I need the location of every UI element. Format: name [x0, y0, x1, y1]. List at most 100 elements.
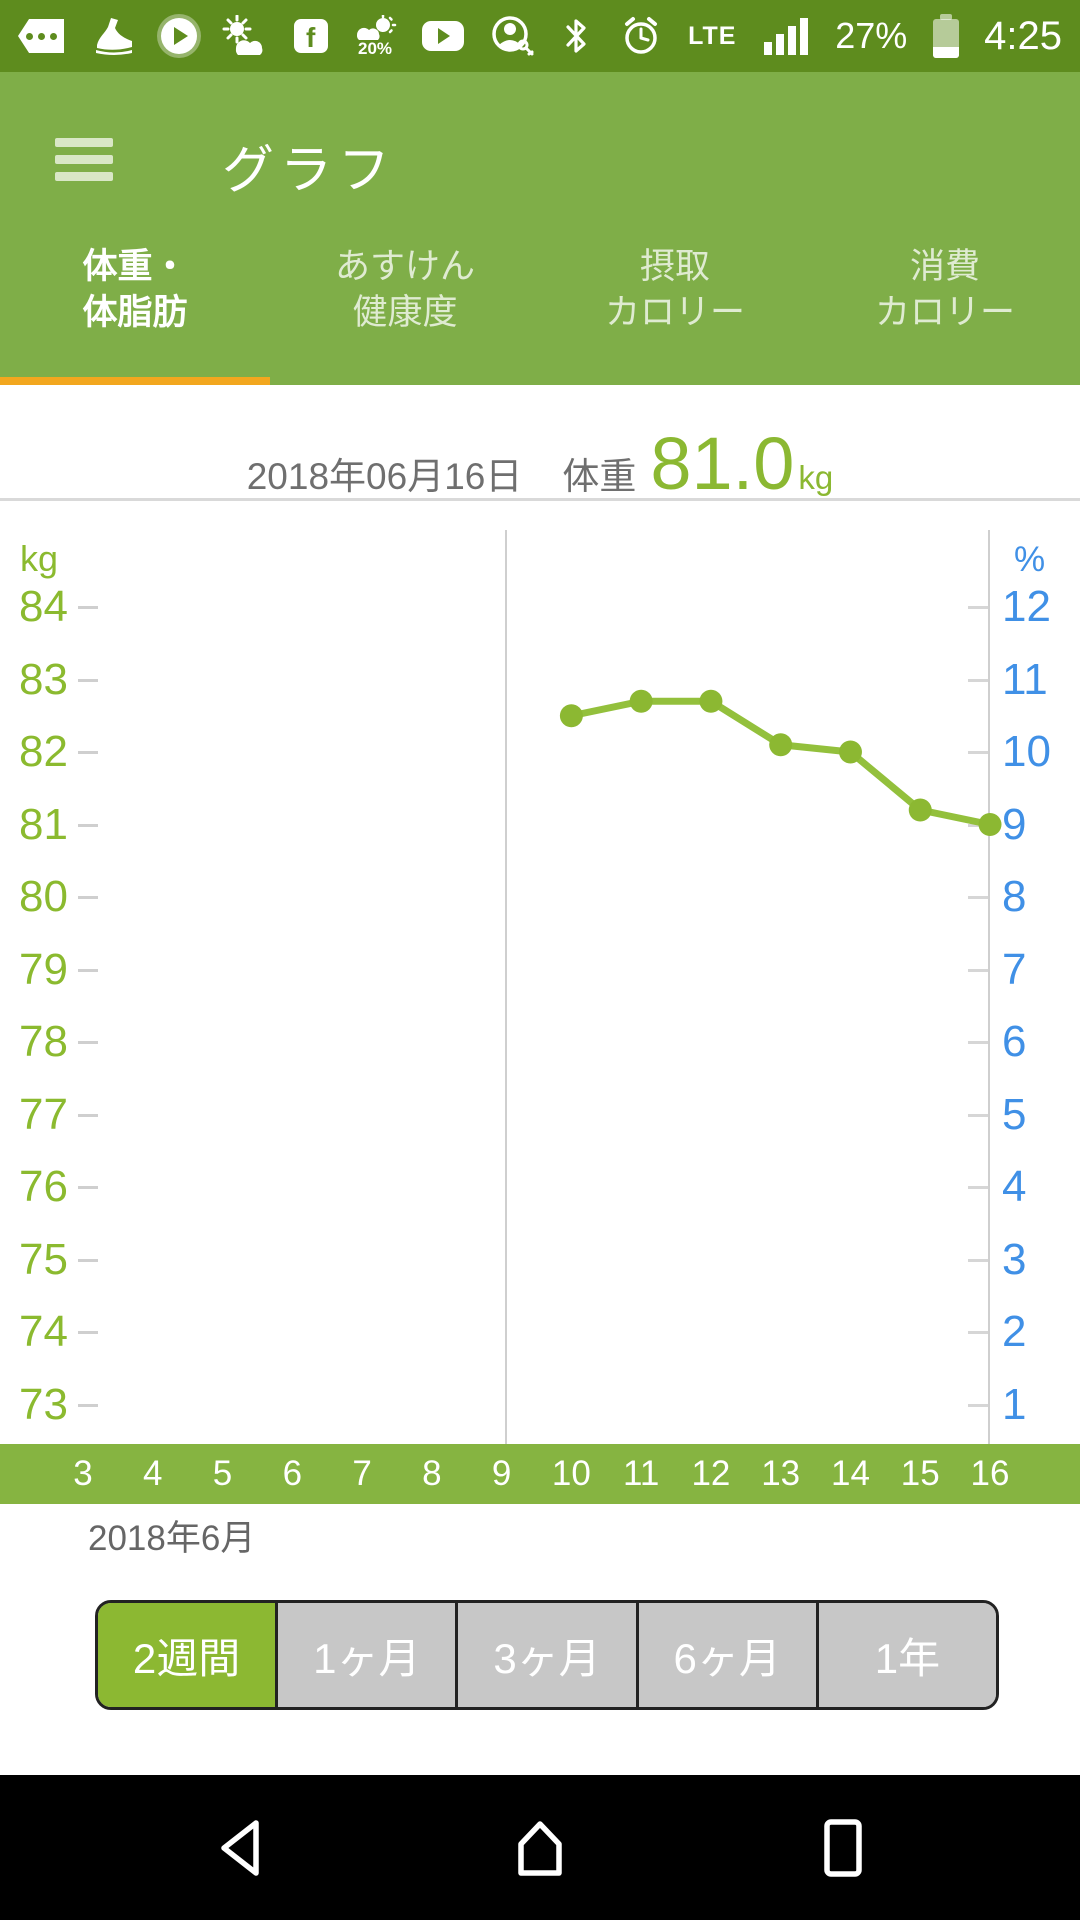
- home-button[interactable]: [480, 1775, 600, 1920]
- tab-burned-calories[interactable]: 消費 カロリー: [810, 220, 1080, 385]
- weight-data-point[interactable]: [699, 689, 723, 713]
- left-axis-tick-label: 74: [19, 1307, 68, 1356]
- left-axis-unit: kg: [20, 538, 59, 579]
- tab-label-line2: カロリー: [604, 293, 745, 332]
- x-axis-day-label: 13: [761, 1454, 801, 1493]
- active-tab-underline: [0, 377, 270, 385]
- right-axis-tick-mark: [968, 751, 988, 754]
- right-axis-tick-label: 2: [1002, 1307, 1027, 1356]
- period-button-2w[interactable]: 2週間: [98, 1603, 276, 1707]
- sun-cloud-weather-icon: [222, 15, 268, 57]
- tab-label-line1: 体重・: [82, 247, 188, 286]
- menu-button[interactable]: [55, 138, 113, 182]
- weight-data-point[interactable]: [559, 704, 583, 728]
- period-button-1y[interactable]: 1年: [815, 1603, 996, 1707]
- right-axis-tick-mark: [968, 968, 988, 972]
- right-axis-tick-label: 1: [1002, 1379, 1027, 1429]
- recents-button[interactable]: [783, 1775, 903, 1920]
- weight-data-point[interactable]: [629, 689, 653, 713]
- x-axis-day-label: 6: [282, 1454, 303, 1493]
- left-axis-tick-label: 82: [19, 727, 68, 776]
- back-button[interactable]: [180, 1775, 300, 1920]
- status-bar: f 20% LTE: [0, 0, 1080, 72]
- right-axis-tick-mark: [968, 1403, 988, 1407]
- left-axis-tick-label: 73: [19, 1379, 68, 1429]
- weight-data-point[interactable]: [908, 798, 932, 822]
- right-axis-tick-label: 11: [1002, 654, 1048, 704]
- alarm-clock-icon: [619, 14, 663, 58]
- weight-series: [559, 689, 1002, 836]
- left-axis-tick-mark: [78, 1186, 98, 1189]
- period-button-6m[interactable]: 6ヶ月: [635, 1603, 816, 1707]
- tab-label-line2: 体脂肪: [82, 293, 188, 332]
- battery-percent: 27%: [835, 15, 908, 56]
- right-axis-tick-label: 10: [1002, 727, 1051, 776]
- right-axis-line: [988, 530, 990, 1444]
- weight-chart[interactable]: kg % 84 83 82 81 80 79 78 77 76 75 74 73 12 11 10 9 8 7 6 5…: [0, 500, 1080, 1444]
- precipitation-percent: 20%: [358, 39, 393, 58]
- left-axis-tick-mark: [78, 751, 98, 754]
- x-axis-day-label: 7: [352, 1454, 372, 1493]
- account-key-icon: [490, 14, 534, 58]
- right-axis-tick-mark: [968, 1041, 988, 1044]
- weight-unit: kg: [798, 459, 834, 496]
- message-dots-icon: [18, 19, 64, 53]
- x-axis-day-label: 11: [622, 1454, 660, 1493]
- tab-asken-health[interactable]: あすけん 健康度: [270, 220, 540, 385]
- right-axis-tick-label: 6: [1002, 1017, 1027, 1066]
- app-header: グラフ: [0, 72, 1080, 220]
- weight-data-point[interactable]: [838, 740, 862, 764]
- tab-label-line1: あすけん: [334, 247, 475, 286]
- tab-intake-calories[interactable]: 摂取 カロリー: [540, 220, 810, 385]
- month-label: 2018年6月: [88, 1519, 256, 1558]
- period-button-1m[interactable]: 1ヶ月: [275, 1603, 456, 1707]
- x-axis-day-label: 5: [212, 1454, 233, 1493]
- left-axis-tick-mark: [78, 606, 98, 609]
- left-axis-tick-mark: [78, 1041, 98, 1044]
- lte-label: LTE: [688, 21, 737, 50]
- left-axis-tick-mark: [78, 823, 98, 827]
- weight-label: 体重: [562, 456, 637, 497]
- right-axis-tick-label: 5: [1002, 1089, 1027, 1139]
- left-axis-tick-mark: [78, 1331, 98, 1334]
- shoe-steps-icon: [89, 16, 135, 56]
- weight-data-point[interactable]: [978, 813, 1002, 836]
- right-axis-tick-mark: [968, 1186, 988, 1189]
- left-axis-tick-mark: [78, 1258, 98, 1262]
- play-circle-icon: [160, 18, 197, 54]
- tab-weight-bodyfat[interactable]: 体重・ 体脂肪: [0, 220, 270, 385]
- left-axis-tick-label: 79: [19, 944, 68, 994]
- right-axis-tick-mark: [968, 1113, 988, 1117]
- left-axis-tick-mark: [78, 896, 98, 899]
- right-axis-tick-mark: [968, 606, 988, 609]
- right-axis-tick-label: 7: [1002, 944, 1027, 994]
- left-axis-tick-label: 84: [19, 582, 68, 631]
- x-axis-day-label: 15: [900, 1454, 940, 1493]
- left-axis-tick-label: 80: [19, 872, 68, 921]
- weight-data-point[interactable]: [769, 733, 793, 757]
- right-axis-tick-label: 3: [1002, 1234, 1027, 1284]
- x-axis-day-label: 16: [970, 1454, 1010, 1493]
- left-axis-tick-label: 78: [19, 1017, 68, 1066]
- x-axis-day-label: 12: [691, 1454, 731, 1493]
- right-axis-tick-label: 8: [1002, 872, 1027, 921]
- right-axis-unit: %: [1014, 540, 1046, 579]
- x-axis-day-label: 14: [831, 1454, 870, 1493]
- page-title: グラフ: [222, 142, 397, 200]
- left-axis-tick-label: 81: [19, 799, 68, 849]
- right-axis-tick-label: 9: [1002, 799, 1027, 849]
- period-selector: 2週間 1ヶ月 3ヶ月 6ヶ月 1年: [95, 1600, 999, 1710]
- left-axis-tick-mark: [78, 678, 98, 682]
- right-axis-tick-label: 4: [1002, 1162, 1027, 1211]
- x-axis-day-label: 9: [491, 1454, 512, 1493]
- x-axis-day-label: 8: [422, 1454, 442, 1493]
- summary-date: 2018年06月16日: [246, 456, 523, 497]
- signal-strength-icon: [762, 16, 810, 56]
- left-axis-tick-label: 77: [19, 1089, 68, 1139]
- weight-value: 81.0: [650, 422, 795, 505]
- tab-label-line1: 摂取: [639, 247, 710, 286]
- left-axis-tick-mark: [78, 1403, 98, 1407]
- left-axis-tick-label: 83: [19, 654, 68, 704]
- period-button-3m[interactable]: 3ヶ月: [455, 1603, 636, 1707]
- facebook-icon: f: [293, 19, 328, 53]
